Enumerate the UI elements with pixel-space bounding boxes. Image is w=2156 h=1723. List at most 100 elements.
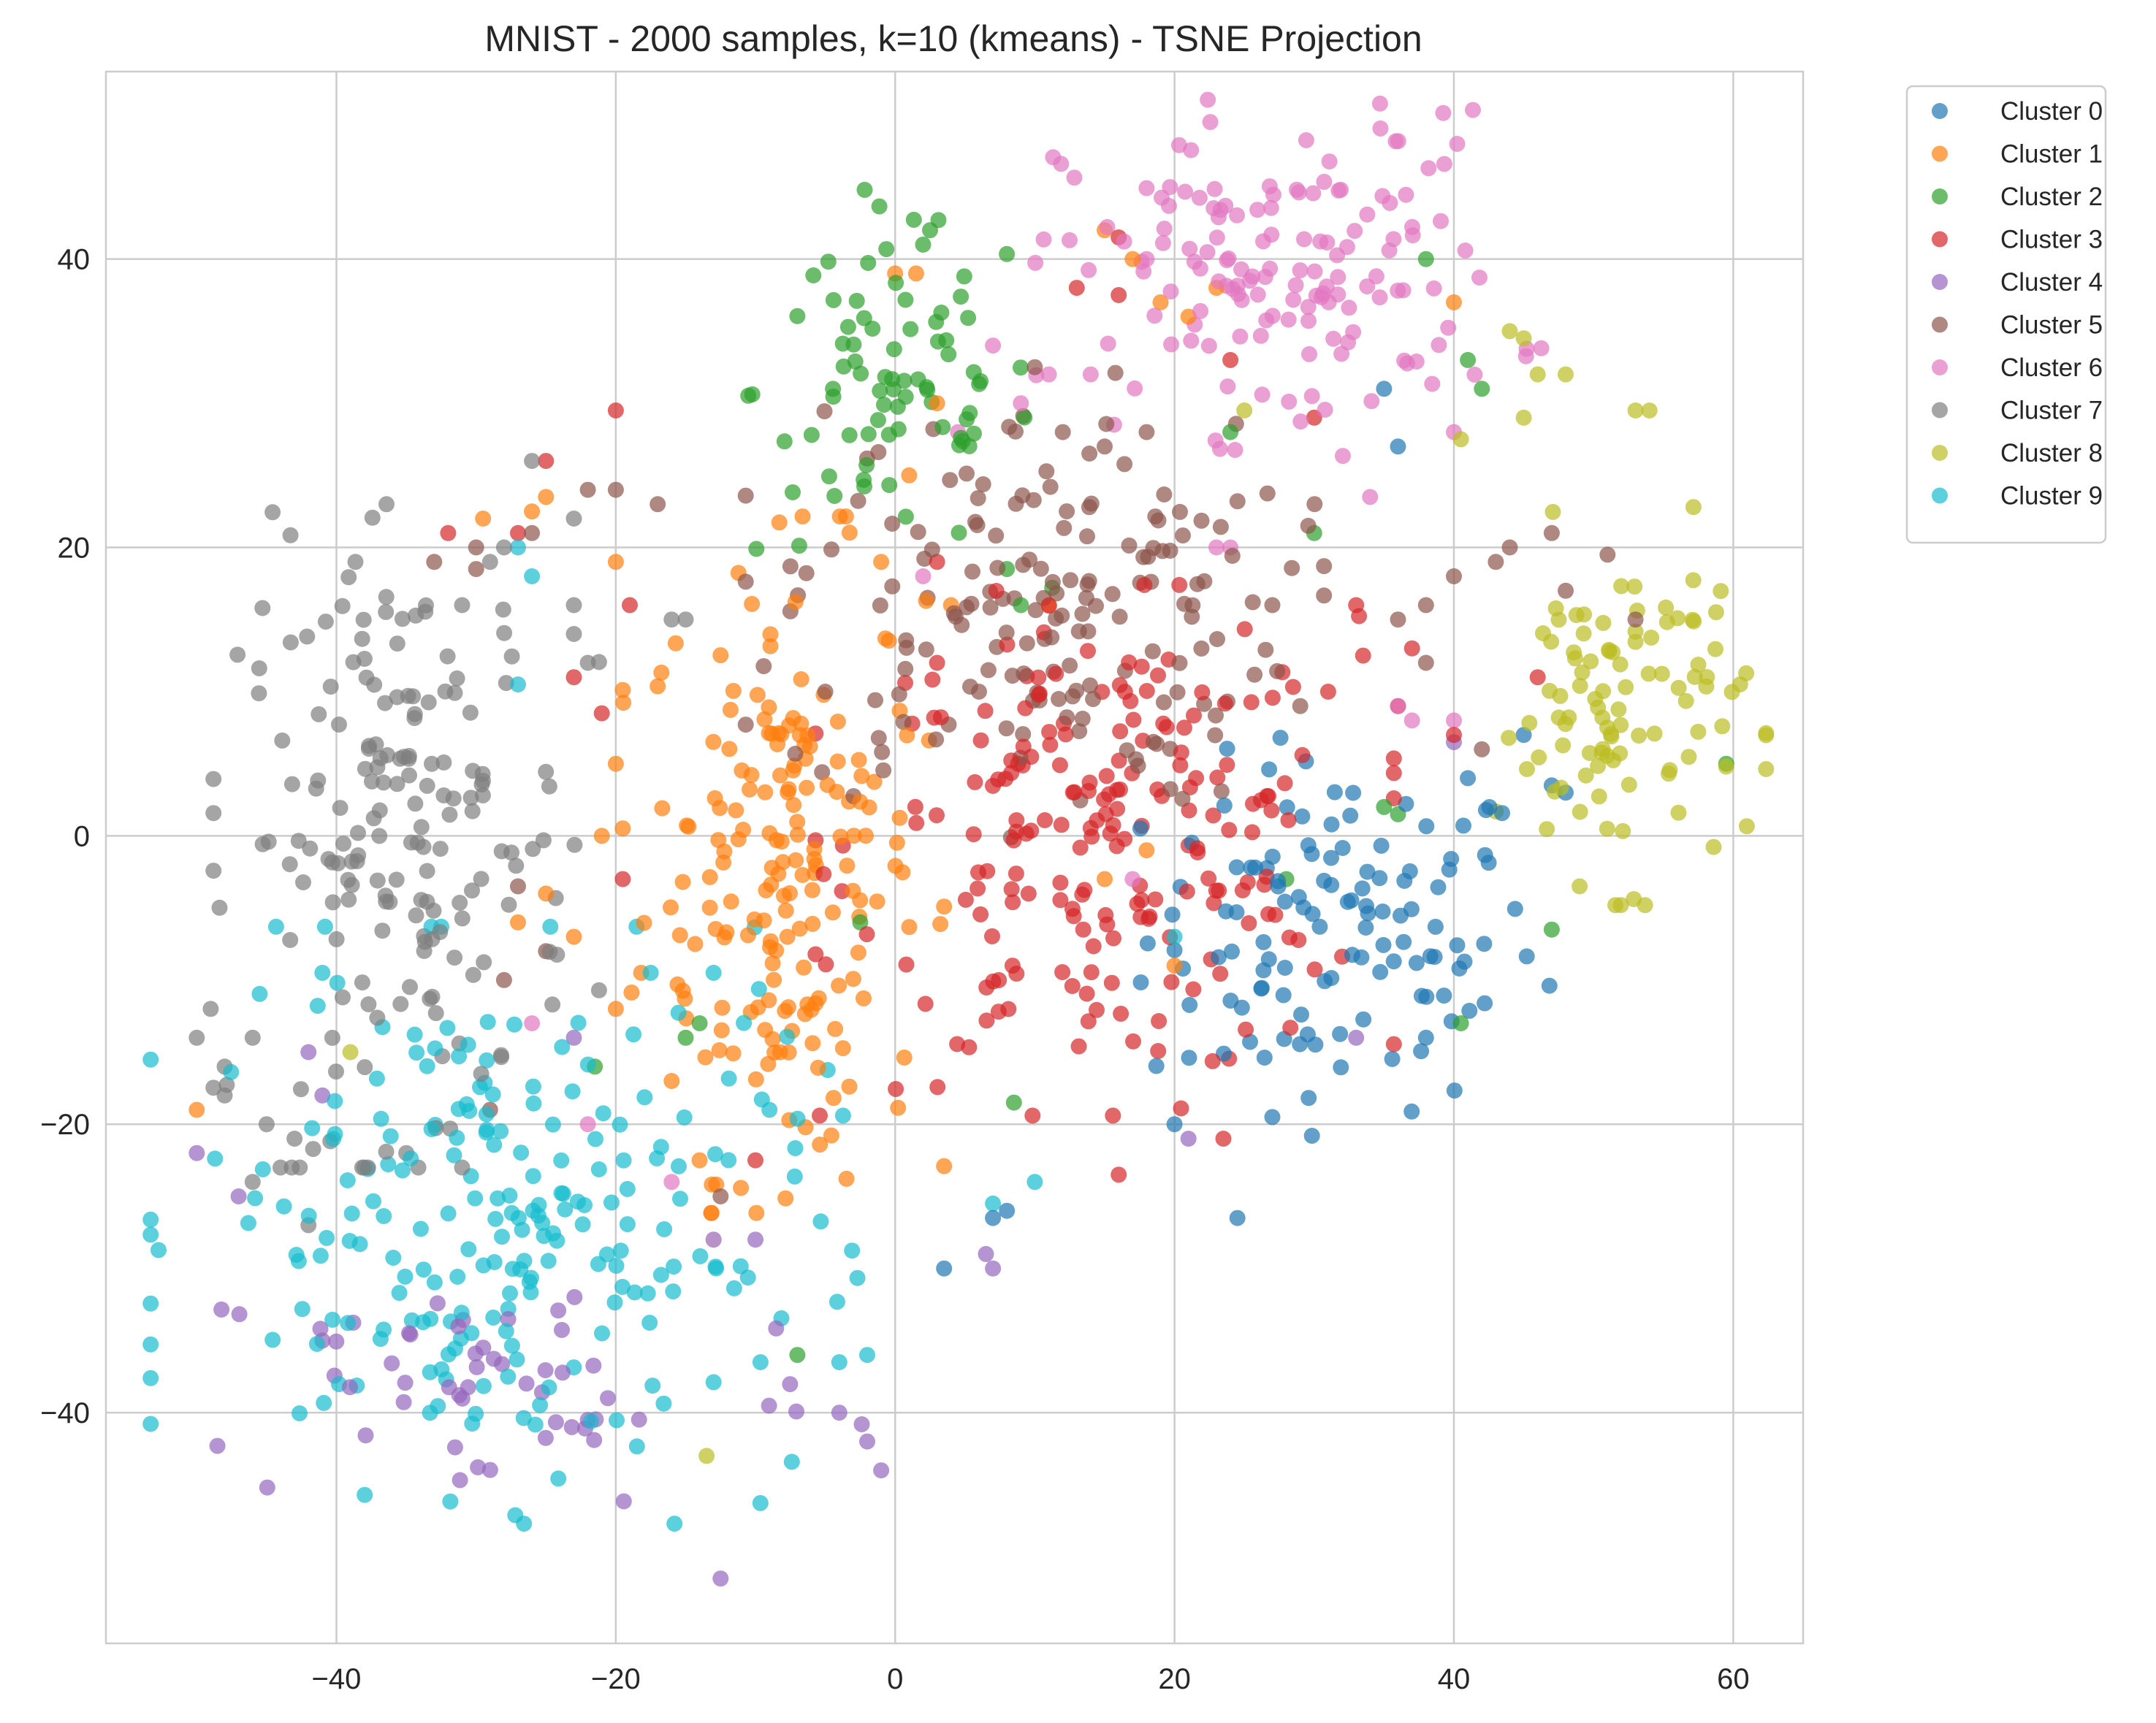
- scatter-point-cluster-9: [615, 1152, 632, 1169]
- scatter-point-cluster-6: [1208, 229, 1225, 246]
- scatter-point-cluster-1: [780, 1044, 797, 1061]
- scatter-point-cluster-7: [379, 746, 396, 763]
- scatter-point-cluster-9: [628, 1438, 645, 1455]
- scatter-point-cluster-5: [1026, 359, 1043, 375]
- scatter-point-cluster-7: [324, 894, 341, 911]
- scatter-point-cluster-7: [335, 989, 351, 1006]
- scatter-point-cluster-1: [936, 898, 953, 915]
- scatter-point-cluster-9: [487, 1210, 504, 1227]
- scatter-point-cluster-7: [358, 669, 375, 686]
- scatter-point-cluster-7: [377, 695, 393, 711]
- scatter-point-cluster-4: [314, 1087, 331, 1104]
- scatter-point-cluster-0: [999, 1202, 1016, 1219]
- scatter-point-cluster-6: [1200, 91, 1216, 108]
- scatter-point-cluster-9: [574, 1216, 591, 1233]
- scatter-point-cluster-0: [1355, 1011, 1372, 1028]
- scatter-point-cluster-7: [376, 774, 392, 791]
- scatter-point-cluster-0: [1219, 741, 1235, 757]
- y-tick-label: 40: [58, 244, 91, 276]
- scatter-point-cluster-1: [510, 914, 526, 931]
- scatter-point-cluster-3: [1446, 727, 1462, 744]
- scatter-point-cluster-3: [1051, 757, 1068, 773]
- scatter-point-cluster-6: [1013, 395, 1029, 412]
- scatter-point-cluster-5: [1175, 527, 1191, 544]
- scatter-point-cluster-6: [524, 1015, 541, 1031]
- scatter-point-cluster-4: [831, 1405, 847, 1421]
- scatter-point-cluster-1: [744, 595, 761, 612]
- scatter-point-cluster-8: [1738, 818, 1755, 835]
- scatter-point-cluster-7: [317, 614, 334, 630]
- scatter-point-cluster-0: [1272, 730, 1289, 746]
- scatter-point-cluster-9: [422, 1405, 438, 1421]
- scatter-point-cluster-3: [1031, 687, 1048, 703]
- scatter-point-cluster-2: [1543, 921, 1560, 938]
- scatter-point-cluster-5: [1244, 594, 1261, 611]
- scatter-point-cluster-2: [884, 371, 901, 388]
- scatter-point-cluster-7: [282, 932, 299, 948]
- scatter-point-cluster-2: [856, 181, 873, 198]
- scatter-point-cluster-9: [484, 1086, 501, 1103]
- scatter-point-cluster-4: [328, 1333, 345, 1350]
- scatter-point-cluster-1: [712, 647, 729, 664]
- scatter-point-cluster-1: [663, 899, 679, 916]
- scatter-point-cluster-4: [985, 1260, 1002, 1277]
- scatter-point-cluster-5: [1184, 608, 1200, 625]
- scatter-point-cluster-1: [733, 1180, 750, 1196]
- scatter-point-cluster-3: [1173, 1100, 1189, 1117]
- scatter-point-cluster-7: [364, 773, 380, 790]
- scatter-point-cluster-0: [1303, 846, 1320, 863]
- scatter-point-cluster-1: [607, 755, 624, 772]
- scatter-point-cluster-2: [1417, 251, 1434, 267]
- scatter-point-cluster-0: [1398, 795, 1414, 812]
- scatter-point-cluster-8: [1572, 878, 1588, 895]
- scatter-point-cluster-3: [1238, 1021, 1254, 1038]
- scatter-point-cluster-9: [707, 1146, 723, 1163]
- scatter-point-cluster-9: [761, 1101, 778, 1118]
- scatter-point-cluster-7: [264, 504, 281, 521]
- scatter-point-cluster-6: [1335, 448, 1351, 465]
- scatter-point-cluster-1: [757, 784, 774, 801]
- scatter-point-cluster-9: [849, 1269, 866, 1286]
- scatter-point-cluster-5: [980, 662, 997, 679]
- scatter-point-cluster-7: [254, 600, 271, 616]
- scatter-point-cluster-9: [494, 1229, 510, 1245]
- scatter-point-cluster-7: [357, 760, 373, 777]
- scatter-point-cluster-1: [845, 971, 861, 987]
- scatter-point-cluster-9: [736, 1015, 753, 1031]
- scatter-point-cluster-9: [524, 568, 541, 584]
- scatter-point-cluster-9: [240, 1215, 256, 1231]
- scatter-point-cluster-7: [424, 988, 441, 1005]
- scatter-point-cluster-9: [612, 1242, 629, 1259]
- scatter-point-cluster-6: [1436, 156, 1452, 172]
- scatter-point-cluster-7: [535, 832, 552, 849]
- scatter-point-cluster-3: [1150, 667, 1166, 684]
- scatter-point-cluster-0: [1481, 799, 1498, 815]
- scatter-point-cluster-9: [625, 1026, 642, 1043]
- scatter-point-cluster-1: [887, 857, 904, 874]
- scatter-point-cluster-3: [1189, 840, 1205, 857]
- scatter-point-cluster-9: [587, 1131, 603, 1147]
- scatter-point-cluster-9: [564, 1083, 581, 1100]
- scatter-point-cluster-9: [478, 1106, 495, 1123]
- scatter-point-cluster-7: [538, 763, 555, 780]
- scatter-point-cluster-1: [899, 727, 915, 744]
- scatter-point-cluster-8: [1626, 891, 1642, 907]
- scatter-point-cluster-2: [876, 397, 892, 413]
- scatter-point-cluster-8: [1539, 821, 1555, 838]
- scatter-point-cluster-3: [1319, 684, 1336, 700]
- scatter-point-cluster-1: [793, 671, 810, 687]
- scatter-point-cluster-6: [1403, 712, 1420, 729]
- data-points: [142, 91, 1775, 1587]
- scatter-point-cluster-1: [734, 762, 750, 779]
- scatter-point-cluster-3: [1072, 839, 1089, 856]
- scatter-point-cluster-4: [859, 1433, 875, 1450]
- scatter-point-cluster-5: [1474, 741, 1490, 757]
- scatter-point-cluster-5: [814, 764, 831, 781]
- scatter-point-cluster-9: [665, 1283, 682, 1300]
- scatter-point-cluster-0: [1461, 1002, 1478, 1019]
- scatter-point-cluster-0: [1436, 987, 1452, 1004]
- scatter-point-cluster-6: [1466, 366, 1483, 383]
- scatter-point-cluster-5: [884, 578, 901, 595]
- scatter-point-cluster-1: [773, 726, 790, 743]
- scatter-point-cluster-3: [1089, 812, 1105, 829]
